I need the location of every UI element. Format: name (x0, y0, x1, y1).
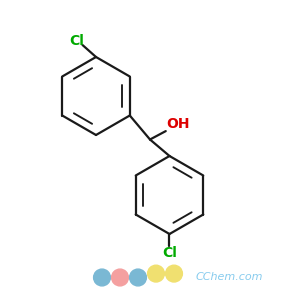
Circle shape (166, 265, 182, 282)
Circle shape (148, 265, 164, 282)
Text: Cl: Cl (70, 34, 85, 48)
Text: Cl: Cl (162, 246, 177, 260)
Circle shape (130, 269, 146, 286)
Text: CChem.com: CChem.com (196, 272, 263, 283)
Circle shape (94, 269, 110, 286)
Text: OH: OH (166, 118, 190, 131)
Circle shape (112, 269, 128, 286)
